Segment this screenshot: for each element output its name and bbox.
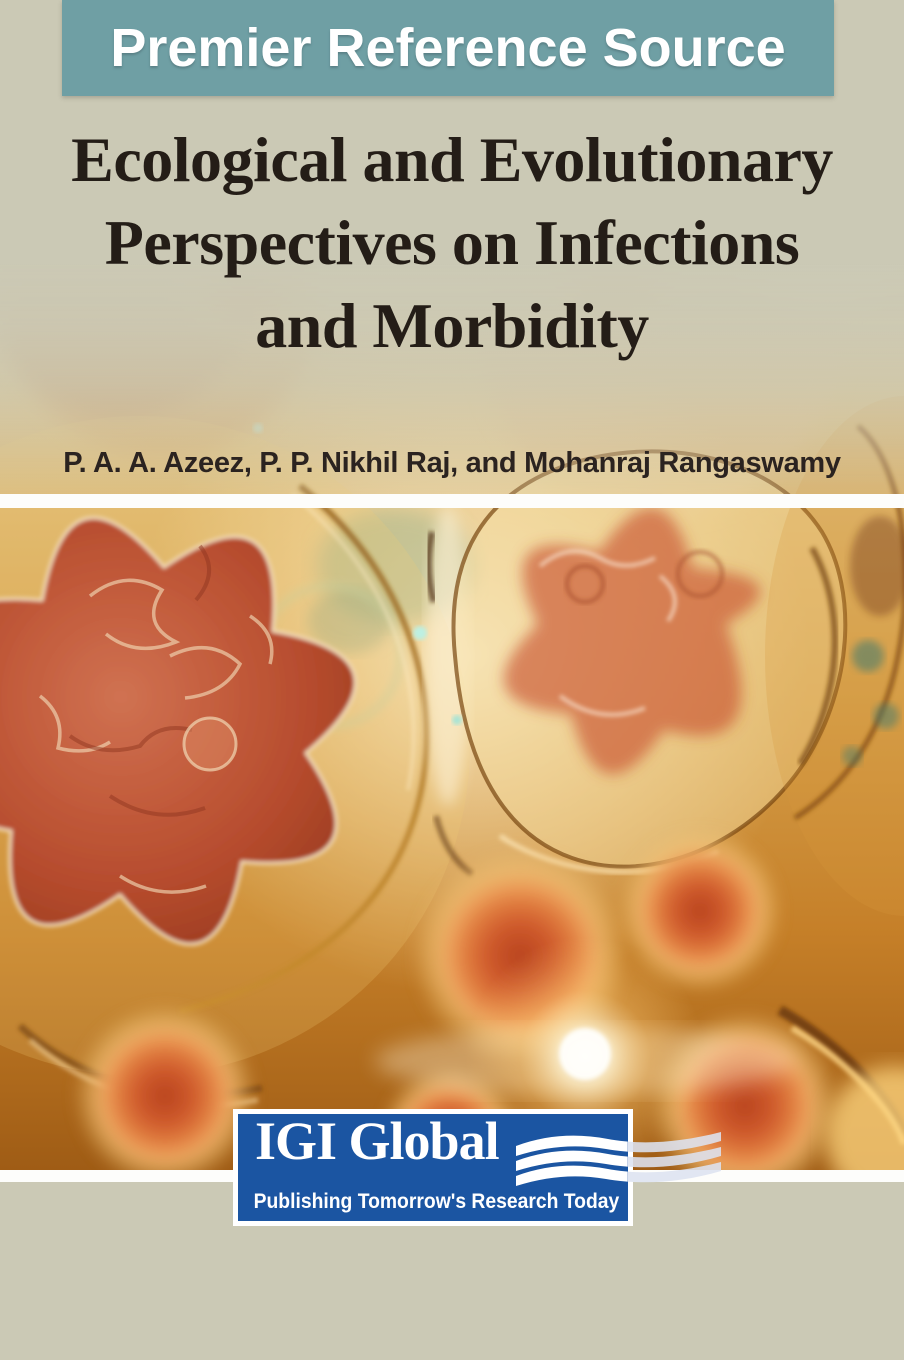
triple-wave-ribbons-icon: [516, 1132, 721, 1186]
title-line-2: Perspectives on Infections: [104, 207, 800, 278]
beige-fade-overlay: [0, 96, 904, 494]
banner-label: Premier Reference Source: [110, 18, 786, 78]
igi-global-logo-name: IGI Global: [255, 1111, 500, 1171]
divider-strip-top: [0, 494, 904, 508]
bottom-right-bubble-edge: [777, 1005, 904, 1170]
premier-reference-banner: Premier Reference Source: [62, 0, 834, 96]
large-virus-cell: [0, 516, 357, 946]
book-title: Ecological and Evolutionary Perspectives…: [0, 118, 904, 367]
center-virus-bubble: [451, 449, 848, 875]
igi-global-tagline: Publishing Tomorrow's Research Today: [253, 1190, 620, 1213]
right-membrane-bubble: [765, 396, 904, 916]
authors-line: P. A. A. Azeez, P. P. Nikhil Raj, and Mo…: [63, 447, 841, 479]
title-line-3: and Morbidity: [255, 290, 649, 361]
title-line-1: Ecological and Evolutionary: [71, 124, 833, 195]
